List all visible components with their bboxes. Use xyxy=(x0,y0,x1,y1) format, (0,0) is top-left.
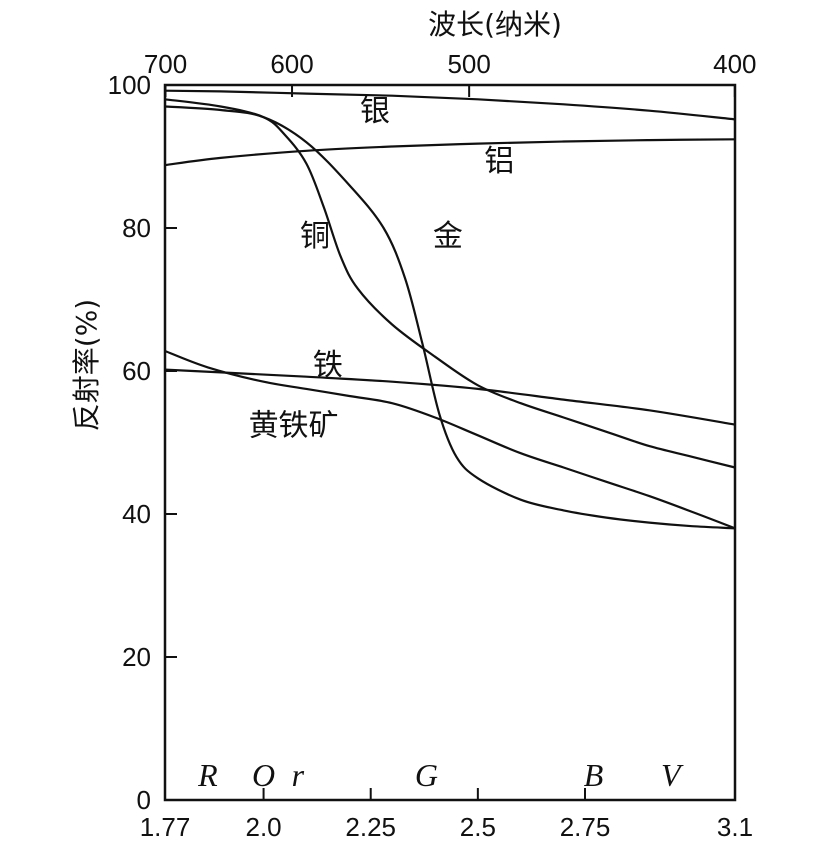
color-band-letter: V xyxy=(661,757,684,793)
top-tick-label: 700 xyxy=(144,49,187,79)
y-axis-title: 反射率(%) xyxy=(70,299,103,431)
color-band-letter: O xyxy=(252,757,275,793)
y-tick-label: 0 xyxy=(137,785,151,815)
series-label-4: 铁 xyxy=(313,348,343,383)
x-tick-label: 2.75 xyxy=(560,812,611,842)
x-tick-label: 2.5 xyxy=(460,812,496,842)
top-tick-label: 500 xyxy=(447,49,490,79)
top-axis-title: 波长(纳米) xyxy=(428,8,562,41)
series-label-2: 铜 xyxy=(300,219,330,254)
curves-layer xyxy=(164,89,736,530)
x-tick-label: 3.1 xyxy=(717,812,753,842)
y-tick-label: 20 xyxy=(122,642,151,672)
top-tick-label: 600 xyxy=(270,49,313,79)
x-tick-label: 2.25 xyxy=(345,812,396,842)
series-line-0 xyxy=(164,89,736,121)
series-line-1 xyxy=(164,138,736,167)
x-tick-label: 1.77 xyxy=(140,812,191,842)
y-tick-label: 40 xyxy=(122,499,151,529)
series-label-5: 黄铁矿 xyxy=(249,409,339,444)
top-tick-label: 400 xyxy=(713,49,756,79)
color-band-letter: r xyxy=(292,757,305,793)
series-label-0: 银 xyxy=(360,94,390,129)
y-tick-label: 80 xyxy=(122,213,151,243)
ticks-layer: 0 20 40 60 80 100 1.77 2.0 2.25 2.5 2.75 3.1 700 600 5… xyxy=(108,49,757,842)
series-label-1: 铝 xyxy=(484,144,514,179)
series-line-2 xyxy=(164,98,736,469)
series-line-5 xyxy=(164,349,736,530)
series-line-4 xyxy=(164,368,736,426)
plot-frame xyxy=(163,83,737,802)
y-tick-label: 60 xyxy=(122,356,151,386)
y-tick-label: 100 xyxy=(108,70,151,100)
color-band-letter: B xyxy=(584,757,604,793)
series-line-3 xyxy=(164,105,736,530)
x-tick-label: 2.0 xyxy=(245,812,281,842)
color-band-letter: R xyxy=(197,757,218,793)
series-label-3: 金 xyxy=(433,219,463,254)
color-band-letter: G xyxy=(415,757,438,793)
